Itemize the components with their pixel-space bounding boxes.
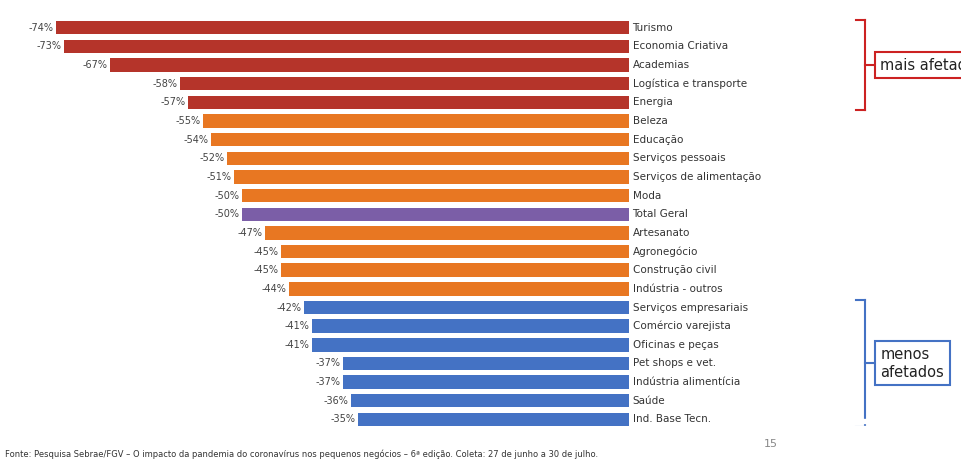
Bar — [288, 282, 629, 296]
Text: Beleza: Beleza — [632, 116, 667, 126]
Text: -41%: -41% — [284, 340, 309, 350]
Text: -42%: -42% — [277, 302, 302, 313]
Text: -45%: -45% — [254, 265, 279, 275]
Bar — [281, 245, 629, 258]
Text: Ind. Base Tecn.: Ind. Base Tecn. — [632, 414, 711, 425]
Point — [634, 400, 646, 406]
Point — [634, 402, 646, 408]
Text: -44%: -44% — [261, 284, 286, 294]
Text: Moda: Moda — [632, 190, 661, 201]
Point — [634, 414, 646, 419]
Point — [634, 414, 646, 419]
Point — [634, 400, 646, 406]
Text: Energia: Energia — [632, 97, 673, 107]
Bar — [187, 95, 629, 109]
Text: 15: 15 — [764, 439, 778, 449]
Point — [634, 398, 646, 404]
Text: -57%: -57% — [160, 97, 185, 107]
Text: Construção civil: Construção civil — [632, 265, 716, 275]
Point — [634, 402, 646, 408]
Text: Artesanato: Artesanato — [632, 228, 690, 238]
Bar — [281, 264, 629, 277]
Bar — [242, 189, 629, 202]
Bar — [242, 207, 629, 221]
Bar — [265, 226, 629, 240]
Point — [634, 398, 646, 404]
Text: -50%: -50% — [214, 209, 239, 219]
Text: -47%: -47% — [238, 228, 263, 238]
Text: -41%: -41% — [284, 321, 309, 331]
Text: -51%: -51% — [207, 172, 232, 182]
Bar — [358, 413, 629, 426]
Bar — [343, 375, 629, 389]
Text: -74%: -74% — [29, 23, 54, 33]
Text: Pet shops e vet.: Pet shops e vet. — [632, 359, 716, 368]
Text: -54%: -54% — [184, 135, 209, 145]
Text: Economia Criativa: Economia Criativa — [632, 41, 727, 52]
Bar — [180, 77, 629, 90]
Text: Turismo: Turismo — [632, 23, 673, 33]
Text: Serviços de alimentação: Serviços de alimentação — [632, 172, 761, 182]
Text: Academias: Academias — [632, 60, 690, 70]
Text: -45%: -45% — [254, 247, 279, 257]
Bar — [304, 301, 629, 314]
Point — [634, 398, 646, 404]
Text: -37%: -37% — [315, 359, 340, 368]
Bar — [311, 319, 629, 333]
Text: mais afetados: mais afetados — [880, 58, 961, 72]
Text: Serviços pessoais: Serviços pessoais — [632, 154, 726, 163]
Bar — [850, 419, 919, 423]
Bar — [227, 152, 629, 165]
Point — [634, 411, 646, 416]
Text: Serviços empresariais: Serviços empresariais — [632, 302, 748, 313]
Bar — [63, 40, 629, 53]
Text: menos
afetados: menos afetados — [880, 347, 945, 380]
Text: -55%: -55% — [176, 116, 201, 126]
Text: Oficinas e peças: Oficinas e peças — [632, 340, 718, 350]
Text: Indústria - outros: Indústria - outros — [632, 284, 722, 294]
Point — [634, 417, 646, 422]
Text: -50%: -50% — [214, 190, 239, 201]
Text: Educação: Educação — [632, 135, 683, 145]
Bar — [850, 426, 919, 430]
Point — [634, 411, 646, 416]
Text: SEBRAE: SEBRAE — [878, 444, 930, 457]
Text: Total Geral: Total Geral — [632, 209, 688, 219]
Text: Saúde: Saúde — [632, 396, 665, 406]
Bar — [351, 394, 629, 408]
Bar — [850, 433, 919, 437]
Point — [634, 402, 646, 408]
Text: -35%: -35% — [331, 414, 356, 425]
Bar — [56, 21, 629, 35]
Text: -36%: -36% — [323, 396, 348, 406]
Bar — [343, 357, 629, 370]
Point — [634, 417, 646, 422]
Text: -37%: -37% — [315, 377, 340, 387]
Text: -73%: -73% — [37, 41, 62, 52]
Text: Fonte: Pesquisa Sebrae/FGV – O impacto da pandemia do coronavírus nos pequenos n: Fonte: Pesquisa Sebrae/FGV – O impacto d… — [5, 449, 598, 459]
Point — [634, 417, 646, 422]
Text: -52%: -52% — [199, 154, 224, 163]
Text: Agronegócio: Agronegócio — [632, 246, 698, 257]
Bar — [204, 114, 629, 128]
Text: -58%: -58% — [153, 79, 178, 89]
Bar — [234, 170, 629, 183]
Bar — [311, 338, 629, 352]
Point — [634, 411, 646, 416]
Text: Logística e transporte: Logística e transporte — [632, 78, 747, 89]
Text: Comércio varejista: Comércio varejista — [632, 321, 730, 331]
Bar — [211, 133, 629, 147]
Text: -67%: -67% — [83, 60, 108, 70]
Bar — [111, 59, 629, 72]
Text: Indústria alimentícia: Indústria alimentícia — [632, 377, 740, 387]
